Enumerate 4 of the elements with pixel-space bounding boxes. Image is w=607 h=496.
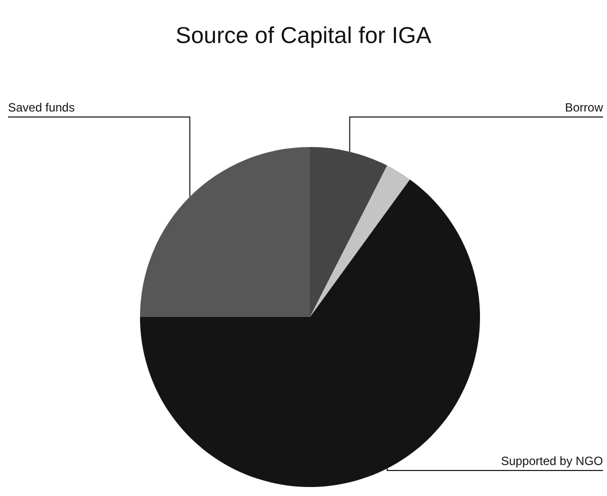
slice-label: Borrow xyxy=(564,100,604,114)
slice-label: Supported by NGO xyxy=(500,454,603,468)
chart-title: Source of Capital for IGA xyxy=(174,22,432,49)
slice-label: Saved funds xyxy=(8,100,75,114)
